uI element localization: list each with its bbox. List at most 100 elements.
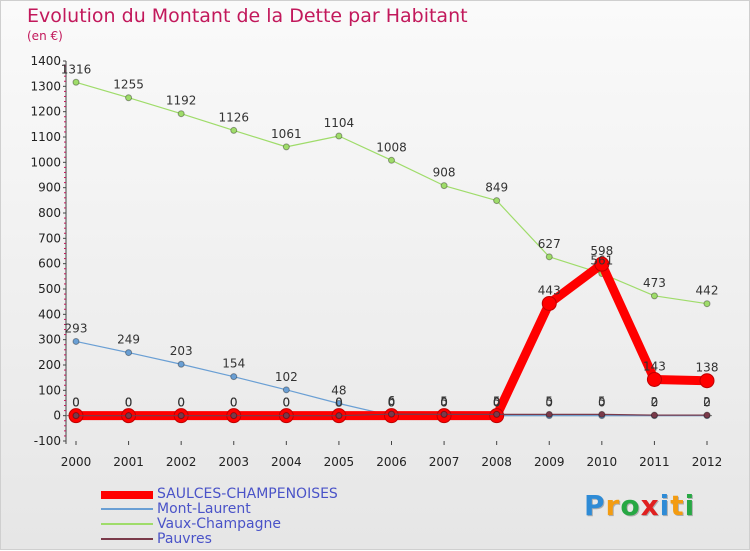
data-point xyxy=(650,411,658,419)
legend-label-vaux-champagne: Vaux-Champagne xyxy=(157,516,281,532)
logo-letter: i xyxy=(684,489,696,522)
data-point xyxy=(335,412,343,420)
data-label: 0 xyxy=(651,396,659,410)
data-label: 1316 xyxy=(61,62,92,76)
x-tick-label: 2010 xyxy=(587,455,618,469)
x-tick-label: 2004 xyxy=(271,455,302,469)
data-label: 0 xyxy=(125,396,133,410)
x-tick-label: 2003 xyxy=(218,455,249,469)
x-tick-label: 2005 xyxy=(324,455,355,469)
data-point xyxy=(125,349,133,357)
y-tick-label: 100 xyxy=(38,383,61,397)
data-label: 0 xyxy=(177,396,185,410)
data-point xyxy=(388,410,395,418)
data-label: 0 xyxy=(440,396,448,410)
data-label: 0 xyxy=(177,396,185,410)
data-label: 154 xyxy=(222,357,245,371)
data-point xyxy=(72,412,80,420)
chart-unit-subtitle: (en €) xyxy=(27,29,63,43)
logo-letter: i xyxy=(659,489,671,522)
data-point xyxy=(703,300,711,308)
data-label: 1104 xyxy=(324,116,355,130)
y-tick-label: 200 xyxy=(38,358,61,372)
legend-label-mont-laurent: Mont-Laurent xyxy=(157,501,251,517)
y-tick-label: 1000 xyxy=(30,155,61,169)
data-label: 561 xyxy=(590,254,613,268)
data-label: 5 xyxy=(440,394,448,408)
data-point xyxy=(177,360,185,368)
legend-label-saulces: SAULCES-CHAMPENOISES xyxy=(157,486,338,502)
data-label: 138 xyxy=(696,361,719,375)
data-point xyxy=(541,295,557,311)
data-label: 598 xyxy=(590,244,613,258)
data-label: 0 xyxy=(125,396,133,410)
data-point xyxy=(388,156,395,164)
x-tick-label: 2009 xyxy=(534,455,565,469)
y-tick-label: -100 xyxy=(34,434,61,448)
y-tick-label: 300 xyxy=(38,333,61,347)
data-label: 0 xyxy=(283,396,291,410)
data-label: 0 xyxy=(388,396,396,410)
series-line-2 xyxy=(75,81,708,305)
legend-swatch-mont-laurent xyxy=(101,508,153,510)
y-tick-label: 1400 xyxy=(30,54,61,68)
data-label: 0 xyxy=(72,396,80,410)
data-point xyxy=(335,132,343,140)
data-label: 0 xyxy=(545,396,553,410)
data-label: 0 xyxy=(493,396,501,410)
legend-swatch-saulces xyxy=(101,491,153,499)
data-label: 1192 xyxy=(166,94,197,108)
data-point xyxy=(230,412,238,420)
x-tick-label: 2008 xyxy=(481,455,512,469)
data-label: 2 xyxy=(651,395,659,409)
x-tick-label: 2011 xyxy=(639,455,670,469)
proxiti-logo: Proxiti xyxy=(584,489,695,522)
data-point xyxy=(493,410,501,418)
data-label: 0 xyxy=(440,396,448,410)
data-point xyxy=(545,410,553,418)
data-label: 908 xyxy=(433,166,456,180)
data-point xyxy=(282,386,290,394)
data-point xyxy=(440,410,448,418)
data-label: 0 xyxy=(493,396,501,410)
data-label: 442 xyxy=(696,284,719,298)
logo-letter: r xyxy=(605,489,621,522)
data-label: 0 xyxy=(598,396,606,410)
data-label: 0 xyxy=(230,396,238,410)
y-tick-label: 1100 xyxy=(30,130,61,144)
y-tick-label: 600 xyxy=(38,257,61,271)
x-tick-label: 2000 xyxy=(61,455,92,469)
data-point xyxy=(545,253,553,261)
data-label: 5 xyxy=(545,394,553,408)
data-label: 5 xyxy=(493,394,501,408)
data-point xyxy=(493,197,501,205)
x-tick-label: 2007 xyxy=(429,455,460,469)
data-label: 6 xyxy=(388,394,396,408)
legend-swatch-vaux-champagne xyxy=(101,523,153,525)
y-tick-label: 700 xyxy=(38,231,61,245)
data-point xyxy=(282,143,290,151)
data-label: 0 xyxy=(283,396,291,410)
data-point xyxy=(125,412,133,420)
data-label: 0 xyxy=(703,396,711,410)
data-point xyxy=(177,110,185,118)
data-label: 249 xyxy=(117,333,140,347)
data-label: 0 xyxy=(335,396,343,410)
series-line-0 xyxy=(71,259,712,421)
data-label: 473 xyxy=(643,276,666,290)
data-point xyxy=(650,292,658,300)
data-label: 143 xyxy=(643,359,666,373)
data-point xyxy=(230,373,238,381)
data-label: 1255 xyxy=(113,78,144,92)
data-label: 48 xyxy=(331,384,346,398)
data-label: 443 xyxy=(538,283,561,297)
y-tick-label: 1200 xyxy=(30,105,61,119)
y-tick-label: 1300 xyxy=(30,79,61,93)
data-point xyxy=(598,410,606,418)
data-point xyxy=(230,126,238,134)
data-point xyxy=(72,78,80,86)
data-label: 1061 xyxy=(271,127,302,141)
x-tick-label: 2001 xyxy=(113,455,144,469)
logo-letter: t xyxy=(670,489,685,522)
